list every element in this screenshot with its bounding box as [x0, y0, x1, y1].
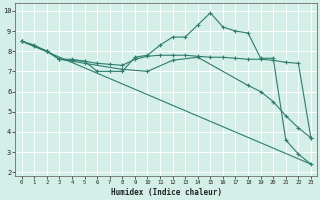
X-axis label: Humidex (Indice chaleur): Humidex (Indice chaleur) — [111, 188, 222, 197]
